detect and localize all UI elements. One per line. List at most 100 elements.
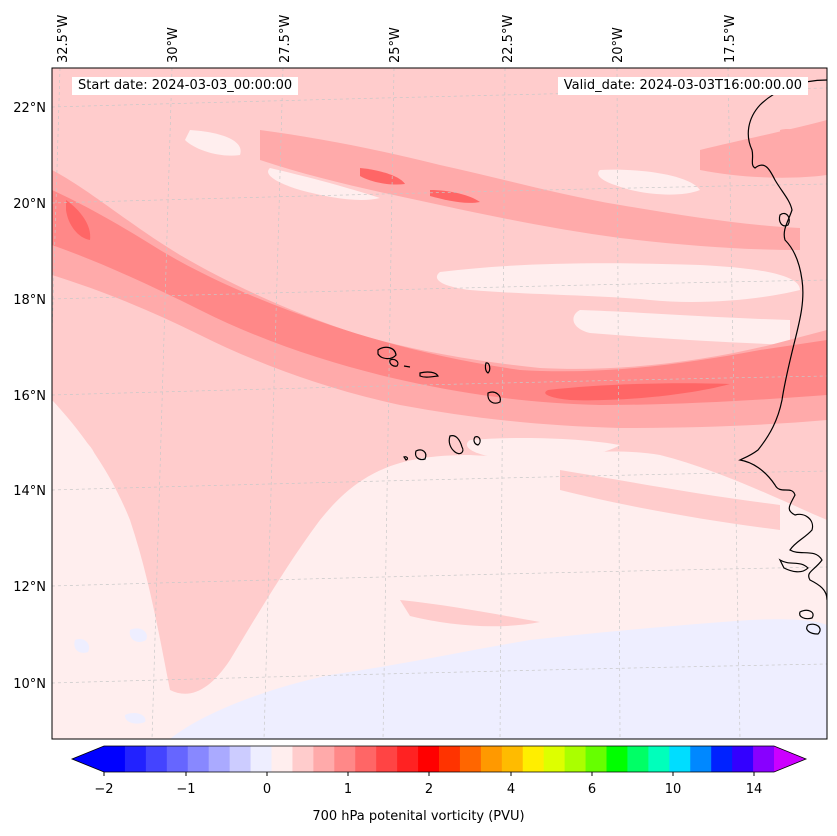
field-contour-medium bbox=[87, 268, 105, 287]
colorbar-swatch bbox=[166, 746, 189, 772]
field-patch-pale bbox=[52, 430, 95, 461]
africa-coast-detail bbox=[806, 623, 821, 635]
colorbar-swatch bbox=[313, 746, 335, 772]
colorbar-swatch bbox=[627, 746, 649, 772]
colorbar-swatch bbox=[459, 746, 482, 772]
field-patch-pale bbox=[436, 263, 800, 302]
lat-label: 20°N bbox=[13, 197, 46, 212]
field-contour-stronger bbox=[545, 383, 730, 401]
lon-label: 30°W bbox=[166, 27, 181, 63]
colorbar-swatch bbox=[187, 746, 210, 772]
island-maio bbox=[473, 436, 481, 446]
island-boa-vista bbox=[487, 391, 501, 404]
field-patch-pale bbox=[268, 168, 380, 201]
colorbar-swatch bbox=[753, 746, 775, 772]
colorbar-swatch bbox=[124, 746, 147, 772]
field-patch-pale bbox=[573, 310, 790, 345]
colorbar-tick-label: 4 bbox=[507, 782, 515, 797]
field-contour-stronger bbox=[66, 200, 91, 240]
field-contour-light bbox=[560, 470, 780, 530]
colorbar-swatch bbox=[418, 746, 440, 772]
colorbar-tick-label: 14 bbox=[746, 782, 763, 797]
longitude-labels: 32.5°W 30°W 27.5°W 25°W 22.5°W 20°W 17.5… bbox=[56, 15, 738, 63]
africa-coast-detail bbox=[778, 558, 809, 573]
colorbar-tick-label: 6 bbox=[588, 782, 596, 797]
africa-coast-detail bbox=[778, 212, 790, 227]
colorbar-tick-labels: −2 −1 0 1 2 4 6 10 14 bbox=[94, 782, 762, 797]
lon-label: 20°W bbox=[611, 27, 626, 63]
africa-coast bbox=[738, 79, 827, 601]
field-patch-pale bbox=[598, 169, 700, 195]
colorbar-swatch bbox=[669, 746, 691, 772]
field-contour-negative bbox=[74, 639, 90, 653]
colorbar-swatch bbox=[648, 746, 670, 772]
colorbar-swatch bbox=[480, 746, 503, 772]
colorbar-swatch bbox=[355, 746, 377, 772]
start-date-label: Start date: 2024-03-03_00:00:00 bbox=[72, 77, 299, 95]
colorbar-swatch bbox=[104, 746, 126, 772]
latitude-labels: 22°N 20°N 18°N 16°N 14°N 12°N 10°N bbox=[13, 101, 46, 692]
colorbar-swatch bbox=[145, 746, 168, 772]
island-sal bbox=[484, 362, 491, 374]
colorbar-over-arrow bbox=[774, 746, 806, 772]
colorbar-swatch bbox=[606, 746, 628, 772]
island-fogo bbox=[414, 449, 427, 461]
colorbar-title: 700 hPa potenital vorticity (PVU) bbox=[312, 809, 525, 824]
africa-coast-detail bbox=[799, 609, 814, 620]
lon-label: 25°W bbox=[388, 27, 403, 63]
field-patch-pale bbox=[185, 130, 241, 156]
lon-label: 17.5°W bbox=[723, 15, 738, 63]
coastline bbox=[377, 79, 827, 635]
colorbar-tick-label: −1 bbox=[176, 782, 195, 797]
colorbar-swatch bbox=[543, 746, 566, 772]
island-sao-vicente bbox=[389, 358, 399, 367]
field-contour-negative bbox=[170, 619, 827, 739]
colorbar-swatch bbox=[585, 746, 607, 772]
colorbar-under-arrow bbox=[72, 746, 104, 772]
field-patch-pale bbox=[466, 437, 620, 460]
field-contour-medium bbox=[315, 149, 326, 157]
lat-label: 12°N bbox=[13, 580, 46, 595]
island-santiago bbox=[448, 435, 464, 455]
colorbar-swatch bbox=[334, 746, 356, 772]
field-contour-negative bbox=[129, 628, 147, 642]
field-contour-light bbox=[400, 600, 540, 627]
lat-label: 16°N bbox=[13, 389, 46, 404]
island-santo-antao bbox=[377, 346, 397, 360]
colorbar-tick-label: −2 bbox=[94, 782, 113, 797]
colorbar-swatch bbox=[439, 746, 461, 772]
colorbar-swatch bbox=[501, 746, 524, 772]
colorbar-tick-label: 2 bbox=[425, 782, 433, 797]
field-contour-negative bbox=[124, 712, 146, 724]
colorbar-swatch bbox=[292, 746, 314, 772]
colorbar-swatch bbox=[229, 746, 252, 772]
island-sao-nicolau bbox=[419, 371, 439, 378]
lat-label: 10°N bbox=[13, 677, 46, 692]
lon-label: 27.5°W bbox=[278, 15, 293, 63]
colorbar-swatch bbox=[564, 746, 587, 772]
colorbar-swatch bbox=[732, 746, 754, 772]
colorbar bbox=[70, 745, 808, 776]
pv-field bbox=[52, 68, 827, 739]
island-santa-luzia bbox=[403, 365, 411, 368]
lon-label: 32.5°W bbox=[56, 15, 71, 63]
colorbar-swatch bbox=[711, 746, 733, 772]
colorbar-tick-label: 0 bbox=[263, 782, 271, 797]
colorbar-swatch bbox=[271, 746, 293, 772]
lat-label: 14°N bbox=[13, 484, 46, 499]
field-contour-stronger bbox=[360, 168, 405, 185]
colorbar-swatch bbox=[250, 746, 272, 772]
valid-date-label: Valid_date: 2024-03-03T16:00:00.00 bbox=[557, 77, 808, 95]
field-contour-strong bbox=[52, 190, 827, 405]
field-contour-light bbox=[159, 599, 181, 619]
colorbar-swatch bbox=[690, 746, 712, 772]
lon-label: 22.5°W bbox=[501, 15, 516, 63]
colorbar-swatch bbox=[376, 746, 398, 772]
colorbar-swatch bbox=[397, 746, 419, 772]
lat-label: 18°N bbox=[13, 293, 46, 308]
colorbar-swatch bbox=[208, 746, 231, 772]
colorbar-tick-label: 1 bbox=[344, 782, 352, 797]
colorbar-tick-label: 10 bbox=[665, 782, 682, 797]
lat-label: 22°N bbox=[13, 101, 46, 116]
